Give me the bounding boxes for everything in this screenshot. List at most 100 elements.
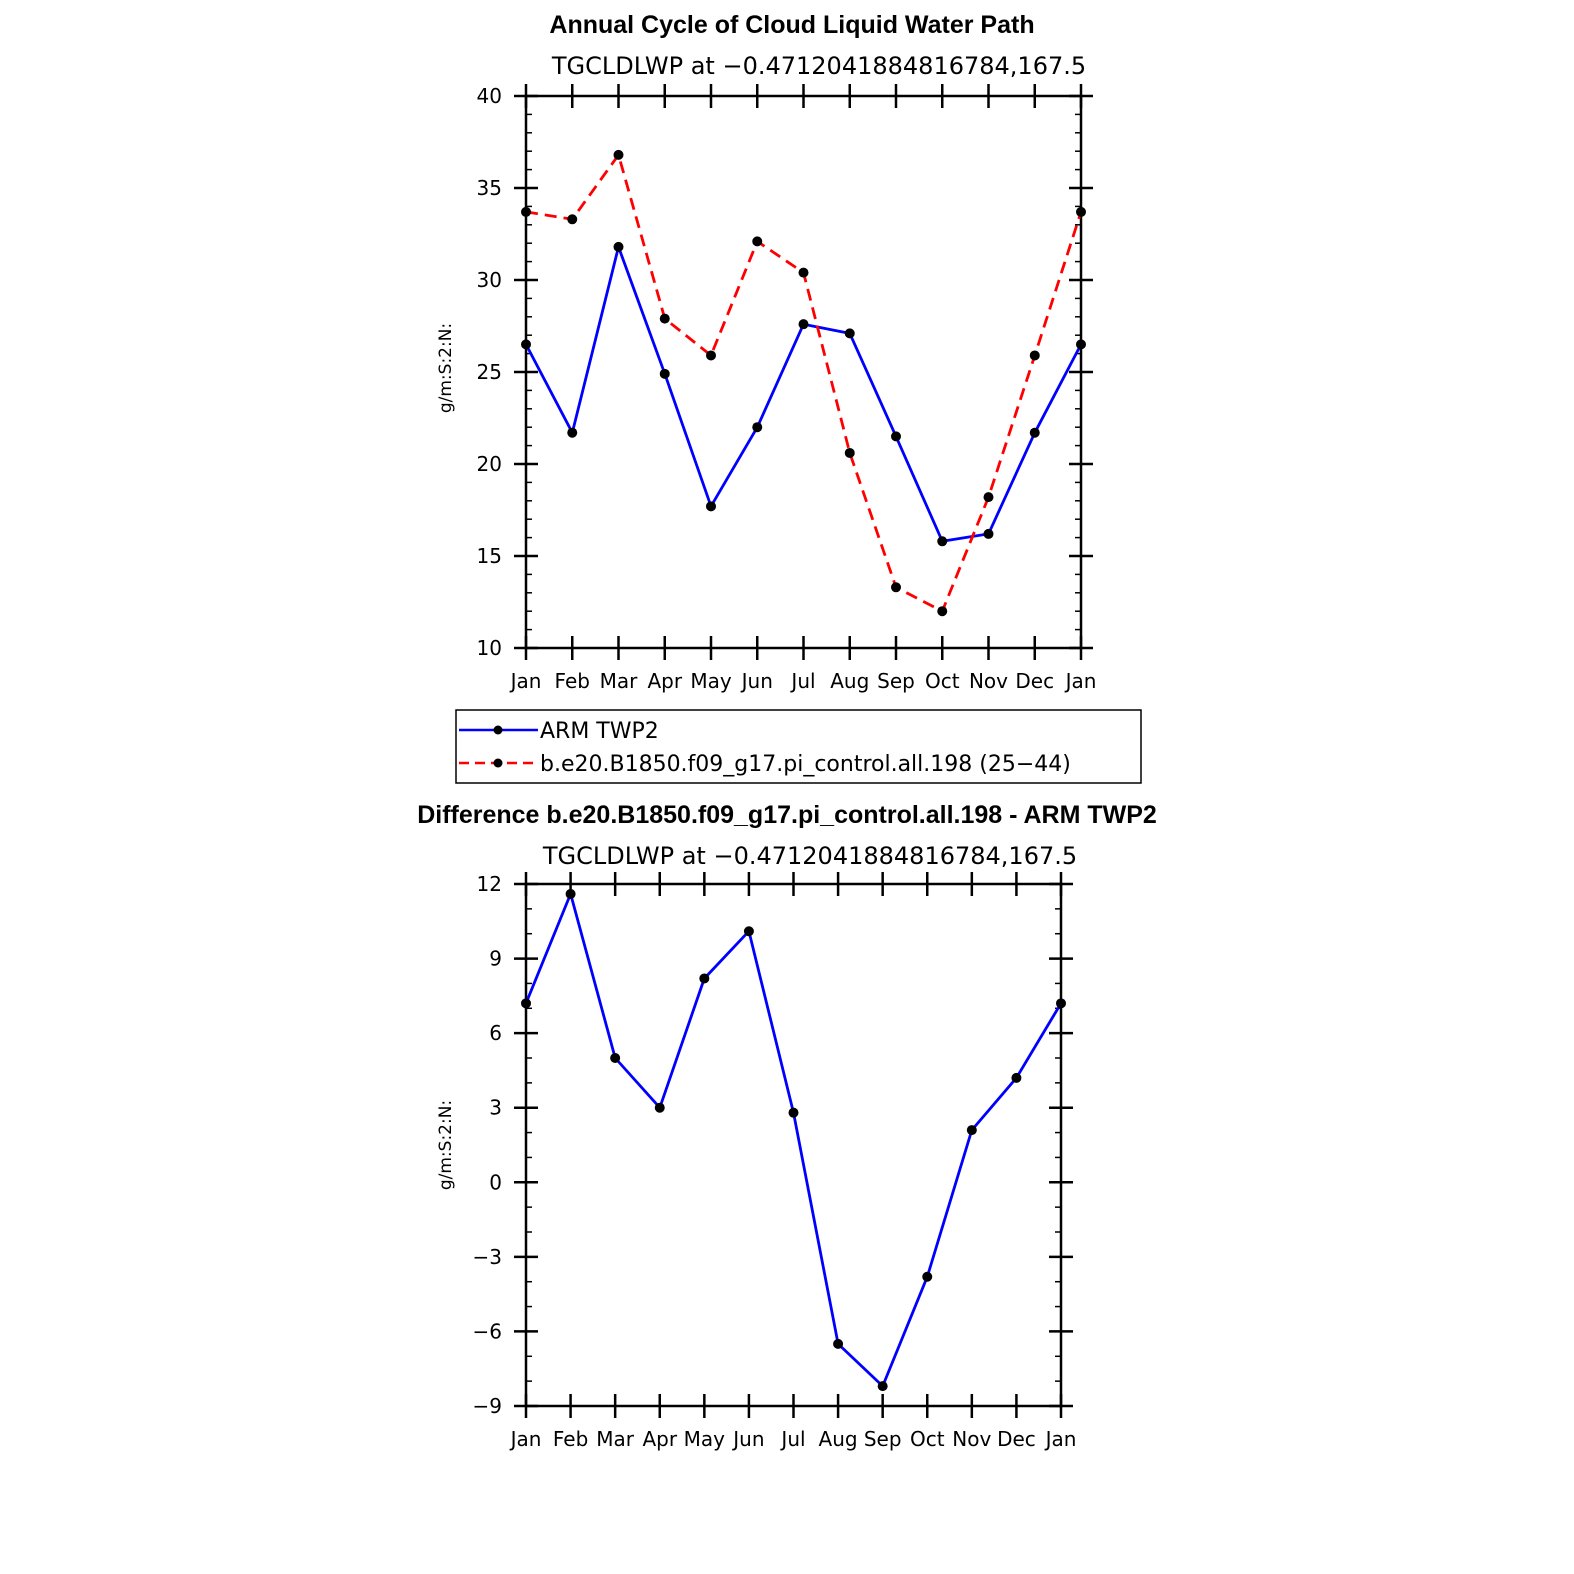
y-tick-label: −6 [473,1319,502,1343]
x-tick-label: Oct [910,1427,945,1451]
x-tick-label: May [690,669,732,693]
y-tick-label: 25 [477,360,502,384]
data-point [706,501,716,512]
legend: ARM TWP2 b.e20.B1850.f09_g17.pi_control.… [455,709,1142,784]
x-tick-label: Feb [553,1427,588,1451]
data-point [1011,1072,1022,1083]
chart-title: Difference b.e20.B1850.f09_g17.pi_contro… [417,801,1157,829]
y-axis-label: g/m:S:2:N: [436,323,456,413]
data-point [891,431,901,442]
data-point [613,241,624,252]
x-tick-label: Jan [1044,1427,1077,1451]
x-tick-label: Nov [969,669,1008,693]
x-tick-label: May [684,1427,726,1451]
chart-subtitle: TGCLDLWP at −0.4712041884816784,167.5 [551,52,1086,80]
x-tick-label: Jan [1064,669,1097,693]
plot-area: −9 −6 −3 0 3 6 9 12 Jan Feb Mar Apr May Jun Jul Aug Sep O… [473,872,1077,1451]
data-point [613,149,624,160]
series-line [525,153,1083,613]
x-tick-label: Nov [952,1427,991,1451]
y-tick-label: 9 [489,947,502,971]
data-point [798,319,809,330]
data-point [521,998,531,1009]
data-point [1056,998,1066,1009]
x-tick-label: Jun [740,669,773,693]
data-point [966,1125,977,1136]
x-tick-label: Jan [509,1427,542,1451]
plot-frame [524,882,1063,1408]
y-tick-label: 35 [477,176,502,200]
y-tick-label: 6 [489,1021,502,1045]
x-tick-label: Jun [731,1427,764,1451]
y-tick-label: 10 [477,636,502,660]
data-point [1076,339,1086,350]
data-point [922,1271,933,1282]
data-point [1029,350,1040,361]
y-tick-label: 12 [477,872,502,896]
legend-box [455,709,1142,784]
y-tick-label: −9 [473,1394,502,1418]
y-tick-label: −3 [473,1245,502,1269]
data-point [1076,206,1086,217]
data-point [521,339,531,350]
data-point [983,492,994,503]
x-tick-label: Apr [642,1427,677,1451]
y-tick-label: 40 [477,84,502,108]
series-line [524,245,1083,543]
data-point [706,350,716,361]
chart-title: Annual Cycle of Cloud Liquid Water Path [549,11,1034,39]
data-point [752,422,763,433]
data-point [699,973,710,984]
legend-label-arm: ARM TWP2 [540,719,659,744]
x-tick-label: Sep [877,669,915,693]
data-point [659,368,670,379]
y-tick-label: 0 [489,1170,502,1194]
legend-label-model: b.e20.B1850.f09_g17.pi_control.all.198 (… [540,752,1071,777]
plot-area: 10 15 20 25 30 35 40 Jan Feb Mar Apr May Jun Jul Aug Se… [477,84,1097,693]
y-tick-label: 30 [477,268,502,292]
x-tick-label: Apr [647,669,682,693]
legend-marker-arm [493,725,503,735]
y-axis-label: g/m:S:2:N: [436,1100,456,1190]
data-point [521,206,531,217]
x-tick-label: Sep [864,1427,902,1451]
x-tick-label: Dec [997,1427,1036,1451]
x-tick-label: Mar [600,669,639,693]
x-tick-label: Jul [779,1427,805,1451]
data-point [743,926,754,937]
data-point [844,328,855,339]
data-point [877,1381,888,1392]
data-point [659,313,670,324]
data-point [798,267,809,278]
data-point [610,1053,621,1063]
data-point [833,1338,844,1349]
y-tick-label: 20 [477,452,502,476]
legend-marker-model [493,758,503,768]
data-point [752,236,763,247]
data-point [567,214,578,225]
plot-frame [524,94,1083,650]
x-tick-label: Oct [925,669,960,693]
x-tick-label: Feb [555,669,590,693]
x-tick-label: Dec [1015,669,1054,693]
difference-chart: Difference b.e20.B1850.f09_g17.pi_contro… [417,801,1157,1451]
x-tick-label: Aug [819,1427,858,1451]
series-line [524,892,1063,1388]
chart-subtitle: TGCLDLWP at −0.4712041884816784,167.5 [542,842,1077,870]
data-point [891,582,901,593]
x-tick-label: Jan [509,669,542,693]
x-tick-label: Jul [789,669,815,693]
data-point [937,606,948,617]
data-point [844,447,855,458]
data-point [1029,427,1040,438]
data-point [565,888,576,899]
data-point [983,528,994,539]
y-tick-label: 15 [477,544,502,568]
data-point [788,1107,799,1118]
data-point [567,427,578,438]
data-point [937,536,948,547]
annual-cycle-chart: Annual Cycle of Cloud Liquid Water Path … [436,11,1096,693]
x-tick-label: Mar [596,1427,635,1451]
data-point [654,1102,665,1113]
y-tick-label: 3 [489,1096,502,1120]
